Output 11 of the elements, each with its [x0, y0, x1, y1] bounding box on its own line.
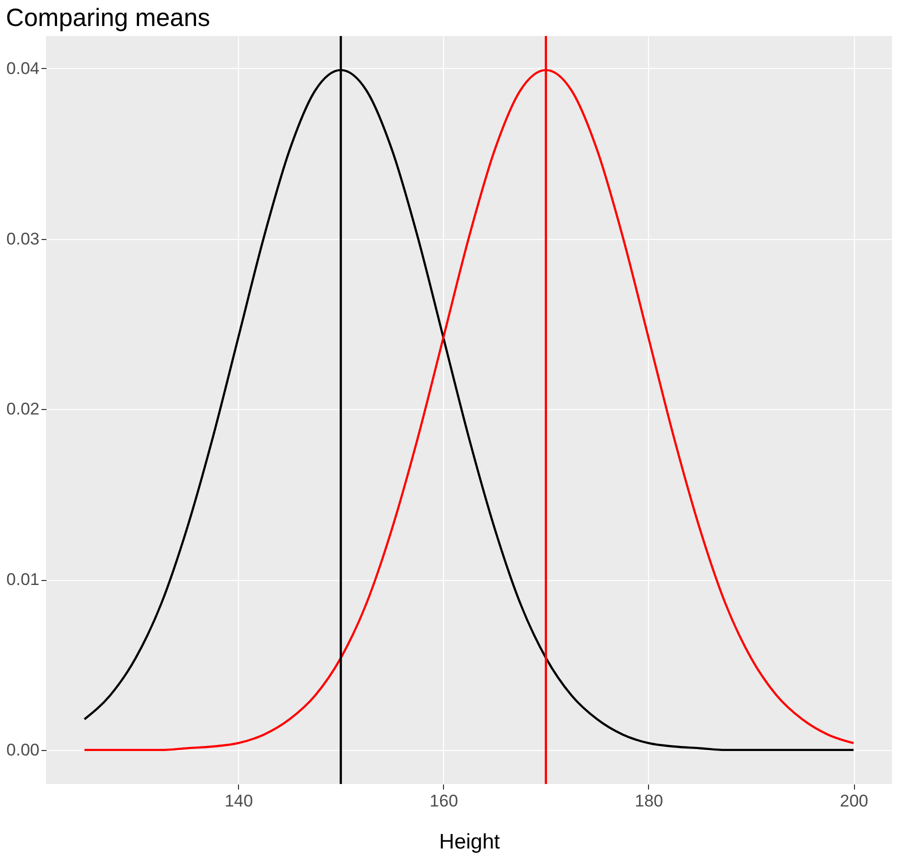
x-axis-title: Height	[439, 830, 500, 854]
y-tick-label: 0.02	[6, 400, 40, 419]
x-tick-label: 200	[840, 792, 868, 810]
x-tick-label: 160	[430, 792, 458, 810]
y-tick-label: 0.01	[6, 570, 40, 590]
y-tick-label: 0.00	[6, 740, 40, 760]
chart-title: Comparing means	[6, 4, 210, 32]
y-tick-label: 0.03	[6, 229, 40, 248]
y-tick-label: 0.04	[6, 58, 40, 78]
x-tick-label: 180	[634, 792, 664, 810]
x-tick-label: 140	[224, 792, 253, 810]
